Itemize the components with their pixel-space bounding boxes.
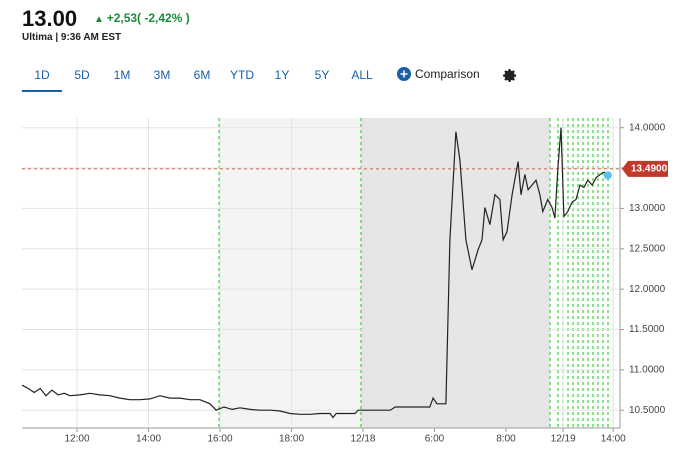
y-tick-label: 11.5000 [629,324,665,335]
x-tick-label: 16:00 [208,434,233,445]
change-text: +2,53( -2,42% ) [106,11,190,25]
range-tabs: 1D 5D 1M 3M 6M YTD 1Y 5Y ALL [22,66,382,92]
timestamp: Ultima | 9:36 AM EST [22,32,122,43]
x-tick-label: 18:00 [279,434,304,445]
comparison-label: Comparison [415,67,480,81]
range-tab[interactable]: 6M [193,68,211,82]
x-tick-label: 14:00 [601,434,626,445]
x-tick-label: 12:00 [65,434,90,445]
reference-tag [622,160,668,177]
y-tick-label: 13.0000 [629,203,666,214]
plus-icon [397,67,411,81]
x-tick-label: 8:00 [496,434,516,445]
last-point [603,171,612,180]
x-tick-label: 14:00 [136,434,161,445]
reference-label: 13.4900 [631,164,668,175]
settings-icon[interactable] [502,68,517,83]
range-tab[interactable]: 1M [113,68,131,82]
range-tab[interactable]: 5D [74,68,90,82]
x-tick-label: 12/18 [350,434,375,445]
y-tick-label: 11.0000 [629,365,665,376]
x-tick-label: 12/19 [551,434,576,445]
comparison-button[interactable]: Comparison [397,67,480,81]
price-line [21,127,609,419]
range-tab[interactable]: 1Y [274,68,290,82]
y-tick-label: 10.5000 [629,405,666,416]
y-tick-label: 12.0000 [629,284,666,295]
range-tab[interactable]: 1D [22,66,62,92]
range-tab[interactable]: YTD [230,68,254,82]
y-tick-label: 12.5000 [629,243,666,254]
session-lines [218,118,609,428]
session-shade [361,118,550,428]
change: ▲ +2,53( -2,42% ) [94,11,190,25]
range-tab[interactable]: ALL [351,68,373,82]
session-shade [219,118,361,428]
y-tick-label: 14.0000 [629,122,666,133]
x-tick-label: 6:00 [425,434,445,445]
price: 13.00 [22,6,78,31]
range-tab[interactable]: 3M [153,68,171,82]
range-tab[interactable]: 5Y [314,68,330,82]
